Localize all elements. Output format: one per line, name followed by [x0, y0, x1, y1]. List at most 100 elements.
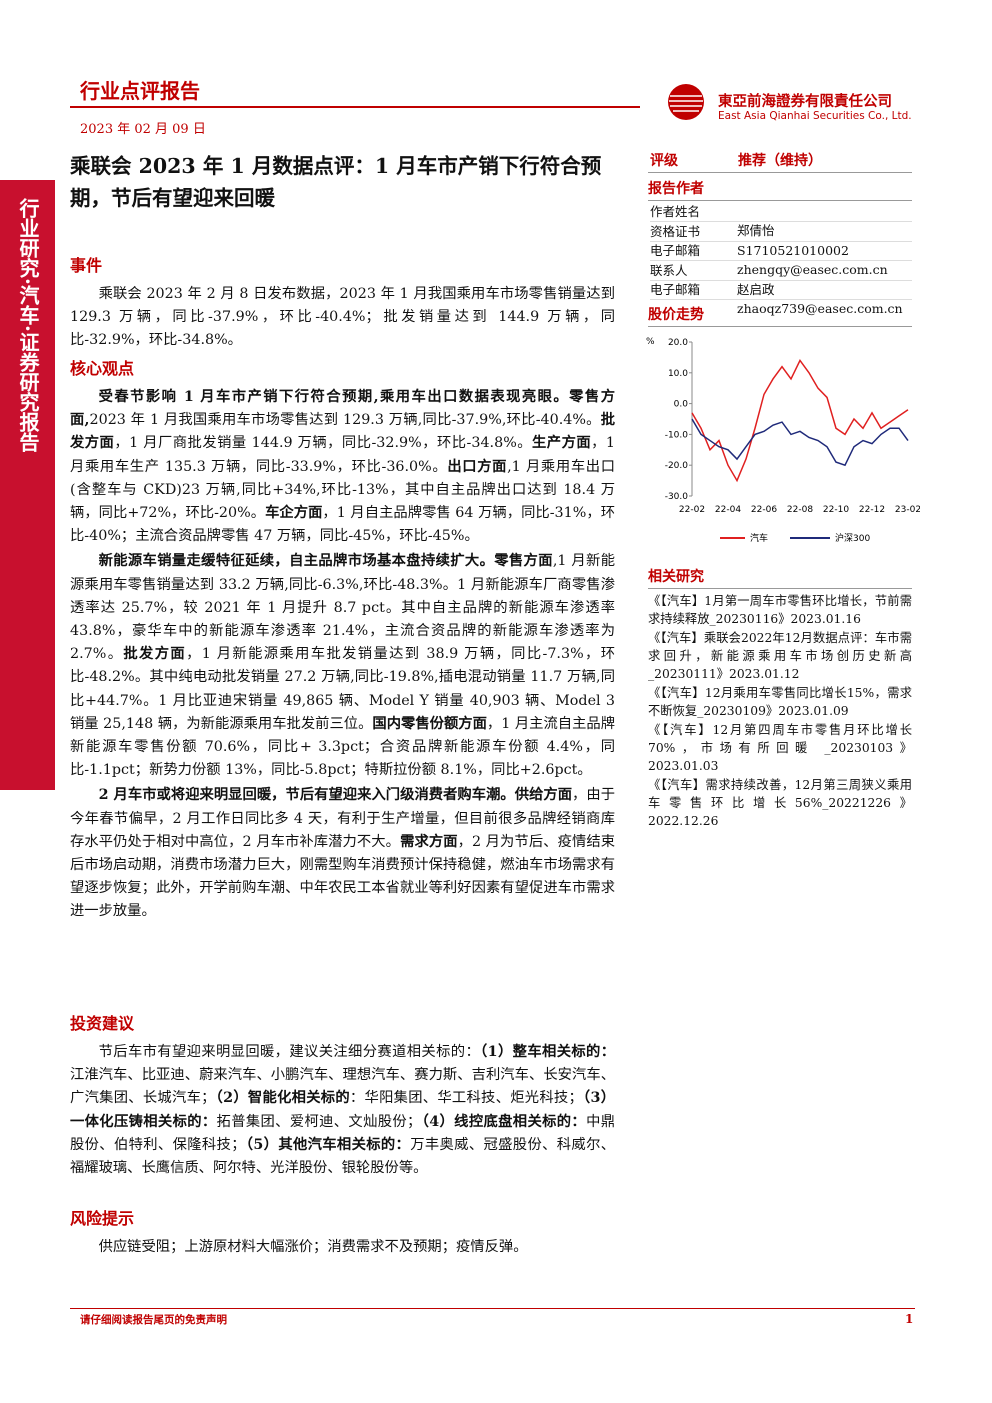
paragraph: 受春节影响 1 月车市产销下行符合预期,乘用车出口数据表现亮眼。零售方面,202… — [70, 386, 615, 548]
bold-run: 生产方面 — [532, 435, 592, 452]
page-number: 1 — [905, 1312, 914, 1326]
section-heading: 事件 — [70, 256, 103, 275]
rating-value: 推荐（维持） — [738, 153, 822, 169]
legend-label: 汽车 — [750, 532, 768, 544]
chart-heading: 股价走势 — [648, 304, 912, 327]
stock-chart: % 20.0 10.0 0.0 -10.0 -20.0 -30.0 22-02 22-04 22-… — [646, 337, 920, 544]
author-row: 作者姓名郑倩怡 — [650, 202, 912, 238]
x-tick-label: 22-04 — [715, 505, 741, 515]
bold-run: 国内零售份额方面 — [372, 715, 487, 732]
text-run: ,1 月乘用车出口(含整车与 CKD)23 万辆,同比+34%,环比-13%，其… — [70, 458, 616, 522]
x-tick-label: 22-02 — [679, 505, 705, 515]
company-cn: 東亞前海證券有限責任公司 — [718, 93, 892, 110]
paragraph: 乘联会 2023 年 2 月 8 日发布数据，2023 年 1 月我国乘用车市场… — [70, 283, 615, 353]
legend-label: 沪深300 — [835, 532, 870, 544]
rating-label: 评级 — [650, 153, 678, 169]
section-heading: 投资建议 — [70, 1014, 135, 1033]
bold-run: 新能源车销量走缓特征延续，自主品牌市场基本盘持续扩大。零售方面 — [98, 553, 553, 570]
y-tick-label: -30.0 — [665, 492, 689, 502]
bold-run: 2 月车市或将迎来明显回暖，节后有望迎来入门级消费者购车潮。供给方面 — [98, 787, 573, 804]
company-en: East Asia Qianhai Securities Co., Ltd. — [718, 110, 912, 122]
price-line — [691, 359, 909, 483]
related-item: 《【汽车】乘联会2022年12月数据点评：车市需求回升，新能源乘用车市场创历史新… — [648, 631, 912, 681]
related-item: 《【汽车】需求持续改善，12月第三周狭义乘用车零售环比增长56%_2022122… — [648, 778, 912, 828]
related-item: 《【汽车】12月第四周车市零售月环比增长70%，市场有所回暖 _20230103… — [648, 723, 912, 773]
author-field: 电子邮箱 — [650, 282, 701, 297]
authors-heading: 报告作者 — [648, 178, 912, 201]
text-run: ，1 月主流自主品牌新能源车零售份额 70.6%，同比+ 3.3pct；合资品牌… — [70, 715, 616, 779]
text-run: ,1 月新能源乘用车零售销量达到 33.2 万辆,同比-6.3%,环比-48.3… — [70, 553, 616, 663]
report-type: 行业点评报告 — [80, 79, 200, 103]
footer-rule — [70, 1308, 915, 1309]
author-field: 电子邮箱 — [650, 243, 701, 258]
y-unit: % — [646, 337, 655, 347]
text-run: 乘联会 2023 年 2 月 8 日发布数据，2023 年 1 月我国乘用车市场… — [70, 286, 615, 349]
paragraph: 节后车市有望迎来明显回暖，建议关注细分赛道相关标的：（1）整车相关标的： 江淮汽车… — [70, 1041, 615, 1180]
x-tick-label: 22-06 — [751, 505, 777, 515]
x-tick-label: 22-12 — [859, 505, 885, 515]
bold-run: （3）一体化压铸相关标的： — [70, 1090, 615, 1130]
text-run: ：华阳集团、华工科技、炬光科技； — [349, 1090, 583, 1107]
section-heading: 风险提示 — [70, 1209, 135, 1228]
rating-row: 评级 推荐（维持） — [648, 150, 912, 173]
author-row: 资格证书 S1710521010002 — [650, 222, 912, 258]
bold-run: （2）智能化相关标的 — [215, 1090, 350, 1107]
author-value: 郑倩怡 — [737, 223, 775, 238]
x-tick-label: 22-10 — [823, 505, 849, 515]
author-value: zhaoqz739@easec.com.cn — [737, 301, 903, 316]
paragraph: 新能源车销量走缓特征延续，自主品牌市场基本盘持续扩大。零售方面,1 月新能源乘用… — [70, 550, 615, 782]
x-tick-label: 23-02 — [895, 505, 920, 515]
text-run: 2023 年 1 月我国乘用车市场零售达到 129.3 万辆,同比-37.9%,… — [89, 412, 601, 429]
author-value: 赵启政 — [737, 281, 775, 297]
related-item: 《【汽车】12月乘用车零售同比增长15%，需求不断恢复_20230109》202… — [648, 686, 912, 718]
text-run: ，1 月乘用车生产 135.3 万辆，同比-33.9%，环比-36.0%。 — [70, 435, 616, 475]
header-rule — [70, 106, 640, 108]
related-item: 《【汽车】1月第一周车市零售环比增长，节前需求持续释放_20230116》202… — [648, 594, 912, 626]
bold-run: 车企方面 — [265, 505, 323, 522]
author-row: 联系人赵启政 — [650, 261, 912, 297]
section: 风险提示供应链受阻；上游原材料大幅涨价；消费需求不及预期；疫情反弹。 — [70, 1208, 615, 1261]
bold-run: 批发方面 — [70, 412, 615, 452]
report-date: 2023 年 02 月 09 日 — [80, 122, 206, 137]
y-tick-label: 20.0 — [668, 338, 688, 348]
y-tick-label: 0.0 — [674, 400, 689, 410]
section-heading: 核心观点 — [70, 359, 135, 378]
bold-run: （4）线控底盘相关标的： — [421, 1113, 587, 1130]
price-line — [691, 418, 909, 467]
text-run: ，1 月新能源乘用车批发销量达到 38.9 万辆，同比-7.3%，环比-48.2… — [70, 646, 615, 732]
text-run: 节后车市有望迎来明显回暖，建议关注细分赛道相关标的： — [98, 1044, 481, 1060]
section: 核心观点受春节影响 1 月车市产销下行符合预期,乘用车出口数据表现亮眼。零售方面… — [70, 358, 615, 926]
text-run: ，1 月厂商批发销量 144.9 万辆，同比-32.9%，环比-34.8%。 — [114, 435, 533, 452]
text-run: ，2 月为节后、疫情结束后市场启动期，消费市场潜力巨大，刚需型购车消费预计保持稳… — [70, 833, 616, 920]
author-value: S1710521010002 — [737, 242, 849, 258]
section: 事件乘联会 2023 年 2 月 8 日发布数据，2023 年 1 月我国乘用车… — [70, 255, 615, 355]
paragraph: 2 月车市或将迎来明显回暖，节后有望迎来入门级消费者购车潮。供给方面，由于今年春… — [70, 784, 615, 923]
bold-run: （5）其他汽车相关标的： — [245, 1136, 411, 1153]
bold-run: 受春节影响 1 月车市产销下行符合预期,乘用车出口数据表现亮眼。 — [98, 389, 570, 405]
bold-run: 出口方面 — [447, 458, 508, 475]
y-tick-label: 10.0 — [668, 369, 688, 379]
report-title: 乘联会 2023 年 1 月数据点评：1 月车市产销下行符合预期，节后有望迎来回… — [70, 154, 602, 210]
text-run: 供应链受阻；上游原材料大幅涨价；消费需求不及预期；疫情反弹。 — [98, 1239, 528, 1255]
author-field: 作者姓名 — [650, 204, 701, 219]
bold-run: 批发方面 — [123, 646, 187, 663]
bold-run: （1）整车相关标的： — [480, 1044, 616, 1060]
text-run: 拓普集团、爱柯迪、文灿股份； — [216, 1113, 422, 1130]
y-tick-label: -10.0 — [665, 430, 689, 440]
author-field: 资格证书 — [650, 223, 701, 239]
related-list: 《【汽车】1月第一周车市零售环比增长，节前需求持续释放_20230116》202… — [648, 592, 912, 831]
section: 投资建议节后车市有望迎来明显回暖，建议关注细分赛道相关标的：（1）整车相关标的：… — [70, 1013, 615, 1182]
logo — [668, 84, 704, 120]
related-heading: 相关研究 — [648, 566, 912, 589]
author-row: 电子邮箱 zhaoqz739@easec.com.cn — [650, 280, 912, 316]
author-field: 联系人 — [650, 262, 688, 278]
author-row: 电子邮箱 zhengqy@easec.com.cn — [650, 241, 912, 277]
text-run: 中鼎股份、伯特利、保隆科技； — [70, 1113, 616, 1153]
bold-run: 需求方面 — [400, 833, 458, 850]
disclaimer: 请仔细阅读报告尾页的免责声明 — [80, 1314, 227, 1326]
text-run: ，由于今年春节偏早，2 月工作日同比多 4 天，有利于生产增量，但目前很多品牌经… — [70, 787, 615, 850]
x-tick-label: 22-08 — [787, 505, 813, 515]
text-run: 江淮汽车、比亚迪、蔚来汽车、小鹏汽车、理想汽车、赛力斯、吉利汽车、长安汽车、广汽… — [70, 1067, 615, 1107]
author-value: zhengqy@easec.com.cn — [737, 262, 888, 277]
